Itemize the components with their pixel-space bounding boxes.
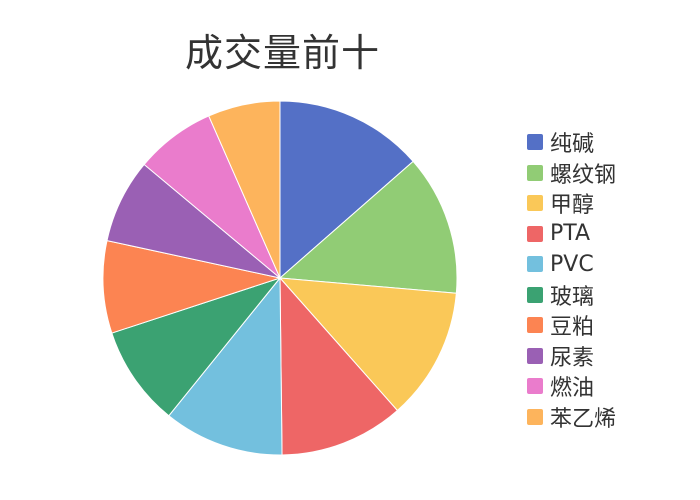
legend-swatch [527,195,543,212]
legend-item-0[interactable]: 纯碱 [527,127,616,158]
legend-item-3[interactable]: PTA [527,219,616,250]
legend-label: 纯碱 [550,132,595,158]
legend-label: 燃油 [550,376,595,402]
legend-item-5[interactable]: 玻璃 [527,280,616,311]
legend-swatch [527,164,543,181]
legend-item-6[interactable]: 豆粕 [527,310,616,341]
legend-label: 甲醇 [550,193,595,219]
pie-slice-2[interactable] [278,277,457,412]
legend-label: 尿素 [550,345,595,371]
legend-item-4[interactable]: PVC [527,249,616,280]
pie-slice-6[interactable] [102,240,282,334]
legend-item-1[interactable]: 螺纹钢 [527,158,616,189]
legend-swatch [527,317,543,334]
pie-slice-5[interactable] [111,276,282,417]
legend-label: PTA [550,221,591,247]
legend-label: 苯乙烯 [550,406,617,432]
pie-slice-9[interactable] [208,100,281,279]
legend-swatch [527,225,543,242]
legend-swatch [527,286,543,303]
legend-label: PVC [550,251,594,277]
legend-swatch [527,347,543,364]
pie-slice-1[interactable] [278,160,458,294]
legend-swatch [527,256,543,273]
legend-item-9[interactable]: 苯乙烯 [527,402,616,433]
pie-slice-3[interactable] [279,276,399,456]
legend-item-8[interactable]: 燃油 [527,371,616,402]
legend-label: 豆粕 [550,315,595,341]
legend-item-2[interactable]: 甲醇 [527,188,616,219]
legend-label: 玻璃 [550,284,595,310]
legend-label: 螺纹钢 [550,162,617,188]
pie-slice-4[interactable] [168,276,283,456]
legend-item-7[interactable]: 尿素 [527,341,616,372]
legend-swatch [527,134,543,151]
legend: 纯碱螺纹钢甲醇 PTA PVC 玻璃豆粕尿素燃油苯乙烯 [527,127,616,432]
legend-swatch [527,378,543,395]
legend-swatch [527,408,543,425]
chart-title: 成交量前十 [184,31,380,75]
pie-slice-0[interactable] [279,100,414,280]
